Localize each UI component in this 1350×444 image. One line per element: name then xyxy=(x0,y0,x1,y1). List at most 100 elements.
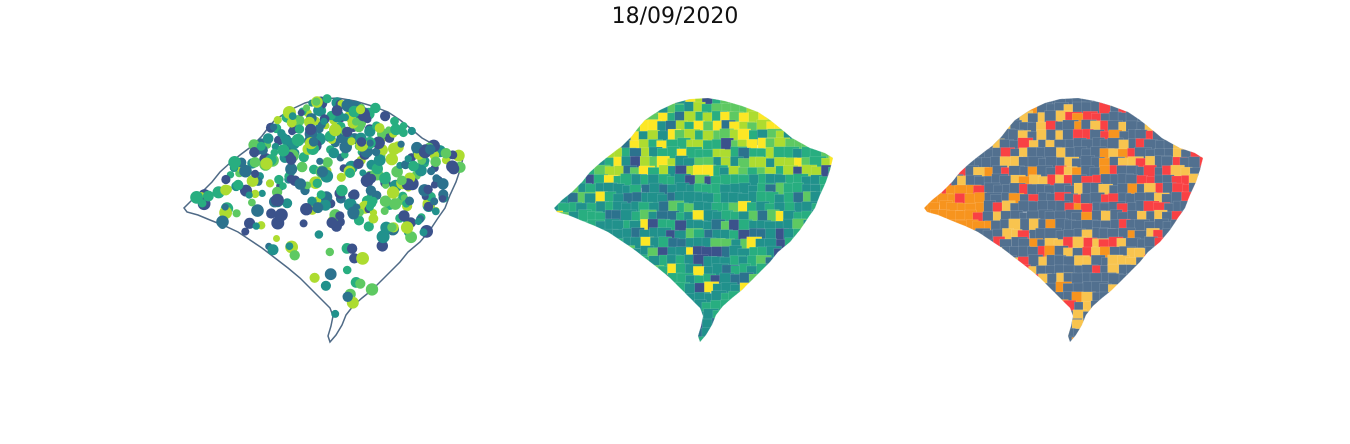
municipality-area xyxy=(928,255,944,271)
municipality-area xyxy=(594,310,608,325)
municipality-area xyxy=(1091,335,1106,342)
municipality-area xyxy=(728,308,745,321)
municipality-area xyxy=(924,110,932,124)
municipality-area xyxy=(929,275,943,292)
municipality-area xyxy=(982,335,998,342)
municipality-area xyxy=(928,157,942,172)
municipality-area xyxy=(965,302,981,318)
municipality-point xyxy=(252,222,260,230)
municipality-area xyxy=(810,122,826,136)
municipality-area xyxy=(783,284,796,297)
municipality-point xyxy=(326,217,338,229)
municipality-point xyxy=(302,104,311,112)
municipality-area xyxy=(981,246,998,260)
municipality-area xyxy=(1190,194,1203,207)
municipality-area xyxy=(992,302,1009,316)
municipality-area xyxy=(728,290,741,306)
municipality-area xyxy=(605,111,619,128)
municipality-point xyxy=(273,235,280,242)
municipality-area xyxy=(1162,292,1177,305)
municipality-area xyxy=(748,283,763,295)
municipality-area xyxy=(801,228,819,241)
municipality-area xyxy=(1154,328,1167,342)
municipality-area xyxy=(1143,309,1160,325)
municipality-point xyxy=(294,124,305,134)
municipality-area xyxy=(972,264,985,280)
municipality-area xyxy=(1134,301,1147,317)
municipality-area xyxy=(945,337,959,342)
municipality-area xyxy=(793,264,809,279)
municipality-area xyxy=(974,282,987,295)
municipality-area xyxy=(1010,101,1028,116)
municipality-area xyxy=(766,308,780,322)
municipality-area xyxy=(576,98,591,108)
municipality-area xyxy=(554,112,566,128)
municipality-area xyxy=(929,139,945,152)
municipality-area xyxy=(792,111,807,128)
municipality-area xyxy=(810,221,826,234)
municipality-area xyxy=(947,256,961,272)
municipality-point xyxy=(285,163,298,176)
municipality-area xyxy=(1118,336,1132,342)
municipality-area xyxy=(1082,327,1096,340)
municipality-area xyxy=(756,293,771,308)
municipality-point xyxy=(388,142,401,155)
municipality-area xyxy=(567,103,583,117)
municipality-area xyxy=(945,299,958,313)
municipality-area xyxy=(767,335,784,342)
municipality-area xyxy=(557,174,574,191)
municipality-area xyxy=(1107,300,1121,316)
municipality-area xyxy=(938,129,955,142)
municipality-area xyxy=(749,326,763,342)
municipality-area xyxy=(936,237,953,253)
municipality-area xyxy=(1029,98,1044,107)
municipality-area xyxy=(963,111,978,124)
municipality-area xyxy=(1197,292,1203,310)
municipality-area xyxy=(785,273,801,289)
municipality-area xyxy=(1198,237,1203,252)
municipality-area xyxy=(585,103,602,117)
municipality-area xyxy=(586,148,603,165)
municipality-point xyxy=(366,139,374,147)
municipality-point xyxy=(376,230,390,244)
municipality-area xyxy=(830,192,833,207)
municipality-area xyxy=(1199,263,1203,277)
municipality-area xyxy=(1188,301,1203,316)
municipality-area xyxy=(568,310,583,325)
municipality-area xyxy=(757,335,770,342)
municipality-area xyxy=(982,254,999,270)
municipality-point xyxy=(286,174,296,184)
municipality-point xyxy=(282,198,293,209)
municipality-area xyxy=(809,291,822,308)
municipality-point xyxy=(239,164,252,178)
municipality-area xyxy=(947,263,961,277)
municipality-area xyxy=(991,274,1004,287)
municipality-area xyxy=(558,273,571,289)
municipality-point xyxy=(430,180,439,189)
municipality-area xyxy=(800,329,813,342)
municipality-point xyxy=(342,291,353,302)
municipality-area xyxy=(1162,247,1178,263)
municipality-area xyxy=(554,220,564,236)
municipality-area xyxy=(974,119,989,134)
municipality-area xyxy=(1002,98,1016,108)
municipality-point xyxy=(371,147,381,157)
municipality-point xyxy=(288,112,297,120)
municipality-area xyxy=(667,301,684,316)
municipality-area xyxy=(999,309,1016,323)
municipality-area xyxy=(739,282,752,297)
municipality-area xyxy=(973,98,987,107)
municipality-point xyxy=(342,126,353,138)
municipality-area xyxy=(554,147,563,162)
municipality-area xyxy=(1181,228,1194,245)
municipality-point xyxy=(425,144,436,155)
municipality-area xyxy=(1117,318,1134,332)
municipality-area xyxy=(1161,98,1176,107)
municipality-area xyxy=(1027,310,1043,327)
municipality-area xyxy=(1181,282,1193,298)
municipality-area xyxy=(811,300,824,313)
municipality-point xyxy=(245,191,253,199)
municipality-area xyxy=(737,309,755,325)
municipality-point xyxy=(314,230,324,239)
municipality-area xyxy=(794,320,806,336)
